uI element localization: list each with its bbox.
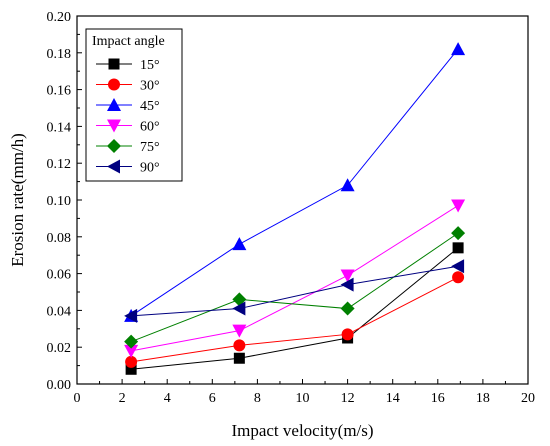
x-tick-label: 6 — [209, 391, 216, 406]
legend-marker — [107, 98, 121, 111]
series-75° — [124, 226, 466, 349]
series-line — [130, 232, 459, 343]
data-point — [232, 292, 247, 307]
x-tick-label: 12 — [341, 391, 355, 406]
data-point — [233, 339, 246, 352]
y-tick-label: 0.04 — [47, 304, 72, 319]
data-point — [340, 277, 354, 292]
x-tick-label: 0 — [74, 391, 81, 406]
legend-item: 15° — [96, 58, 160, 73]
axis-ticks: 0 2 4 6 8 10 12 14 16 18 20 0.00 0.02 0.04 0.06 0.08 0.1… — [47, 10, 536, 406]
data-point — [452, 271, 465, 284]
legend-item: 90° — [96, 159, 160, 176]
series-line — [131, 247, 459, 370]
data-point — [232, 301, 246, 316]
y-tick-label: 0.18 — [47, 47, 72, 62]
series-90° — [124, 259, 465, 323]
data-point — [340, 178, 355, 192]
y-axis-label: Erosion rate(mm/h) — [8, 133, 27, 267]
data-point — [340, 301, 355, 316]
y-tick-label: 0.08 — [47, 231, 72, 246]
data-point — [125, 363, 137, 375]
series-45° — [124, 42, 466, 322]
legend-item: 45° — [96, 98, 160, 114]
series-line — [131, 276, 459, 363]
x-tick-label: 2 — [119, 391, 126, 406]
series-line — [131, 205, 459, 352]
y-tick-label: 0.14 — [47, 120, 72, 135]
legend-label: 90° — [140, 161, 160, 176]
data-point — [124, 308, 138, 323]
data-point — [125, 355, 138, 368]
x-tick-label: 20 — [521, 391, 535, 406]
data-point — [451, 199, 466, 213]
legend: Impact angle 15° 30° 45° 60° 75° 90° — [85, 28, 183, 182]
x-tick-label: 18 — [476, 391, 490, 406]
data-point — [232, 324, 247, 338]
legend-label: 60° — [140, 120, 160, 135]
legend-label: 30° — [140, 79, 160, 94]
data-point — [451, 226, 466, 241]
legend-label: 15° — [140, 58, 160, 73]
x-tick-label: 4 — [164, 391, 171, 406]
series-30° — [125, 271, 465, 368]
legend-item: 30° — [96, 78, 160, 94]
data-point — [232, 237, 247, 251]
legend-marker — [107, 139, 121, 153]
y-tick-label: 0.16 — [47, 84, 72, 99]
x-tick-label: 8 — [254, 391, 261, 406]
x-tick-label: 16 — [431, 391, 445, 406]
legend-item: 60° — [96, 119, 160, 135]
data-point — [340, 269, 355, 283]
data-point — [124, 344, 139, 358]
x-tick-label: 10 — [296, 391, 310, 406]
y-tick-label: 0.06 — [47, 268, 72, 283]
data-point — [341, 328, 354, 341]
y-tick-label: 0.00 — [47, 378, 72, 393]
x-tick-label: 14 — [386, 391, 400, 406]
y-tick-label: 0.12 — [47, 157, 72, 172]
legend-label: 45° — [140, 99, 160, 114]
data-point — [124, 334, 139, 349]
series-layer — [124, 42, 466, 375]
legend-label: 75° — [140, 140, 160, 155]
legend-marker — [108, 78, 120, 91]
series-line — [131, 265, 459, 317]
legend-marker — [108, 58, 120, 70]
legend-marker — [107, 159, 120, 174]
y-tick-label: 0.10 — [47, 194, 72, 209]
data-point — [451, 42, 466, 56]
legend-title: Impact angle — [92, 34, 165, 49]
data-point — [451, 259, 465, 274]
y-tick-label: 0.02 — [47, 341, 72, 356]
legend-marker — [107, 119, 121, 133]
data-point — [452, 242, 464, 254]
series-60° — [124, 199, 466, 358]
legend-item: 75° — [96, 139, 160, 155]
x-axis-label: Impact velocity(m/s) — [231, 421, 373, 440]
y-tick-label: 0.20 — [47, 10, 72, 25]
data-point — [233, 352, 245, 364]
series-line — [130, 48, 459, 317]
